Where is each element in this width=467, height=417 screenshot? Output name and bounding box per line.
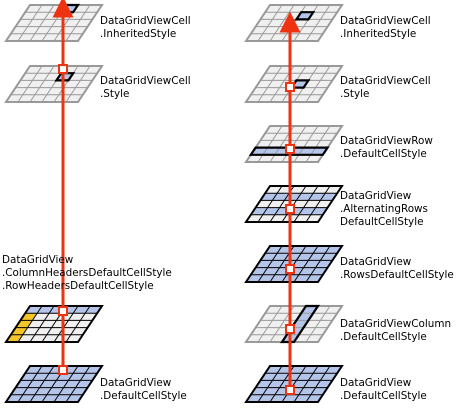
grid-right-default-cell-style: [244, 365, 344, 403]
right-marker-3: [285, 204, 295, 214]
label-right-default-cell-style: DataGridView .DefaultCellStyle: [340, 377, 427, 402]
grid-header-styles: [4, 305, 104, 343]
left-marker-3: [58, 365, 68, 375]
right-marker-5: [285, 324, 295, 334]
grid-left-inherited-style: [4, 3, 104, 42]
label-alternating-rows-style: DataGridView .AlternatingRows DefaultCellS…: [340, 190, 428, 228]
right-marker-4: [285, 264, 295, 274]
right-marker-2: [285, 144, 295, 154]
label-header-default-styles: DataGridView .ColumnHeadersDefaultCellSty…: [2, 254, 172, 292]
right-marker-6: [285, 385, 295, 395]
grid-left-cell-style: [4, 65, 104, 103]
left-marker-1: [58, 64, 68, 74]
label-right-cell-style: DataGridViewCell .Style: [340, 75, 431, 100]
label-right-inherited-style: DataGridViewCell .InheritedStyle: [340, 15, 431, 40]
label-left-default-cell-style: DataGridView .DefaultCellStyle: [100, 377, 187, 402]
grid-left-default-cell-style: [4, 365, 104, 403]
label-rows-default-cell-style: DataGridView .RowsDefaultCellStyle: [340, 256, 454, 281]
grid-right-inherited-style: [244, 4, 344, 42]
label-left-inherited-style: DataGridViewCell .InheritedStyle: [100, 15, 191, 40]
label-row-default-cell-style: DataGridViewRow .DefaultCellStyle: [340, 135, 433, 160]
label-left-cell-style: DataGridViewCell .Style: [100, 75, 191, 100]
left-marker-2: [58, 306, 68, 316]
label-column-default-cell-style: DataGridViewColumn .DefaultCellStyle: [340, 318, 452, 343]
right-marker-1: [285, 82, 295, 92]
